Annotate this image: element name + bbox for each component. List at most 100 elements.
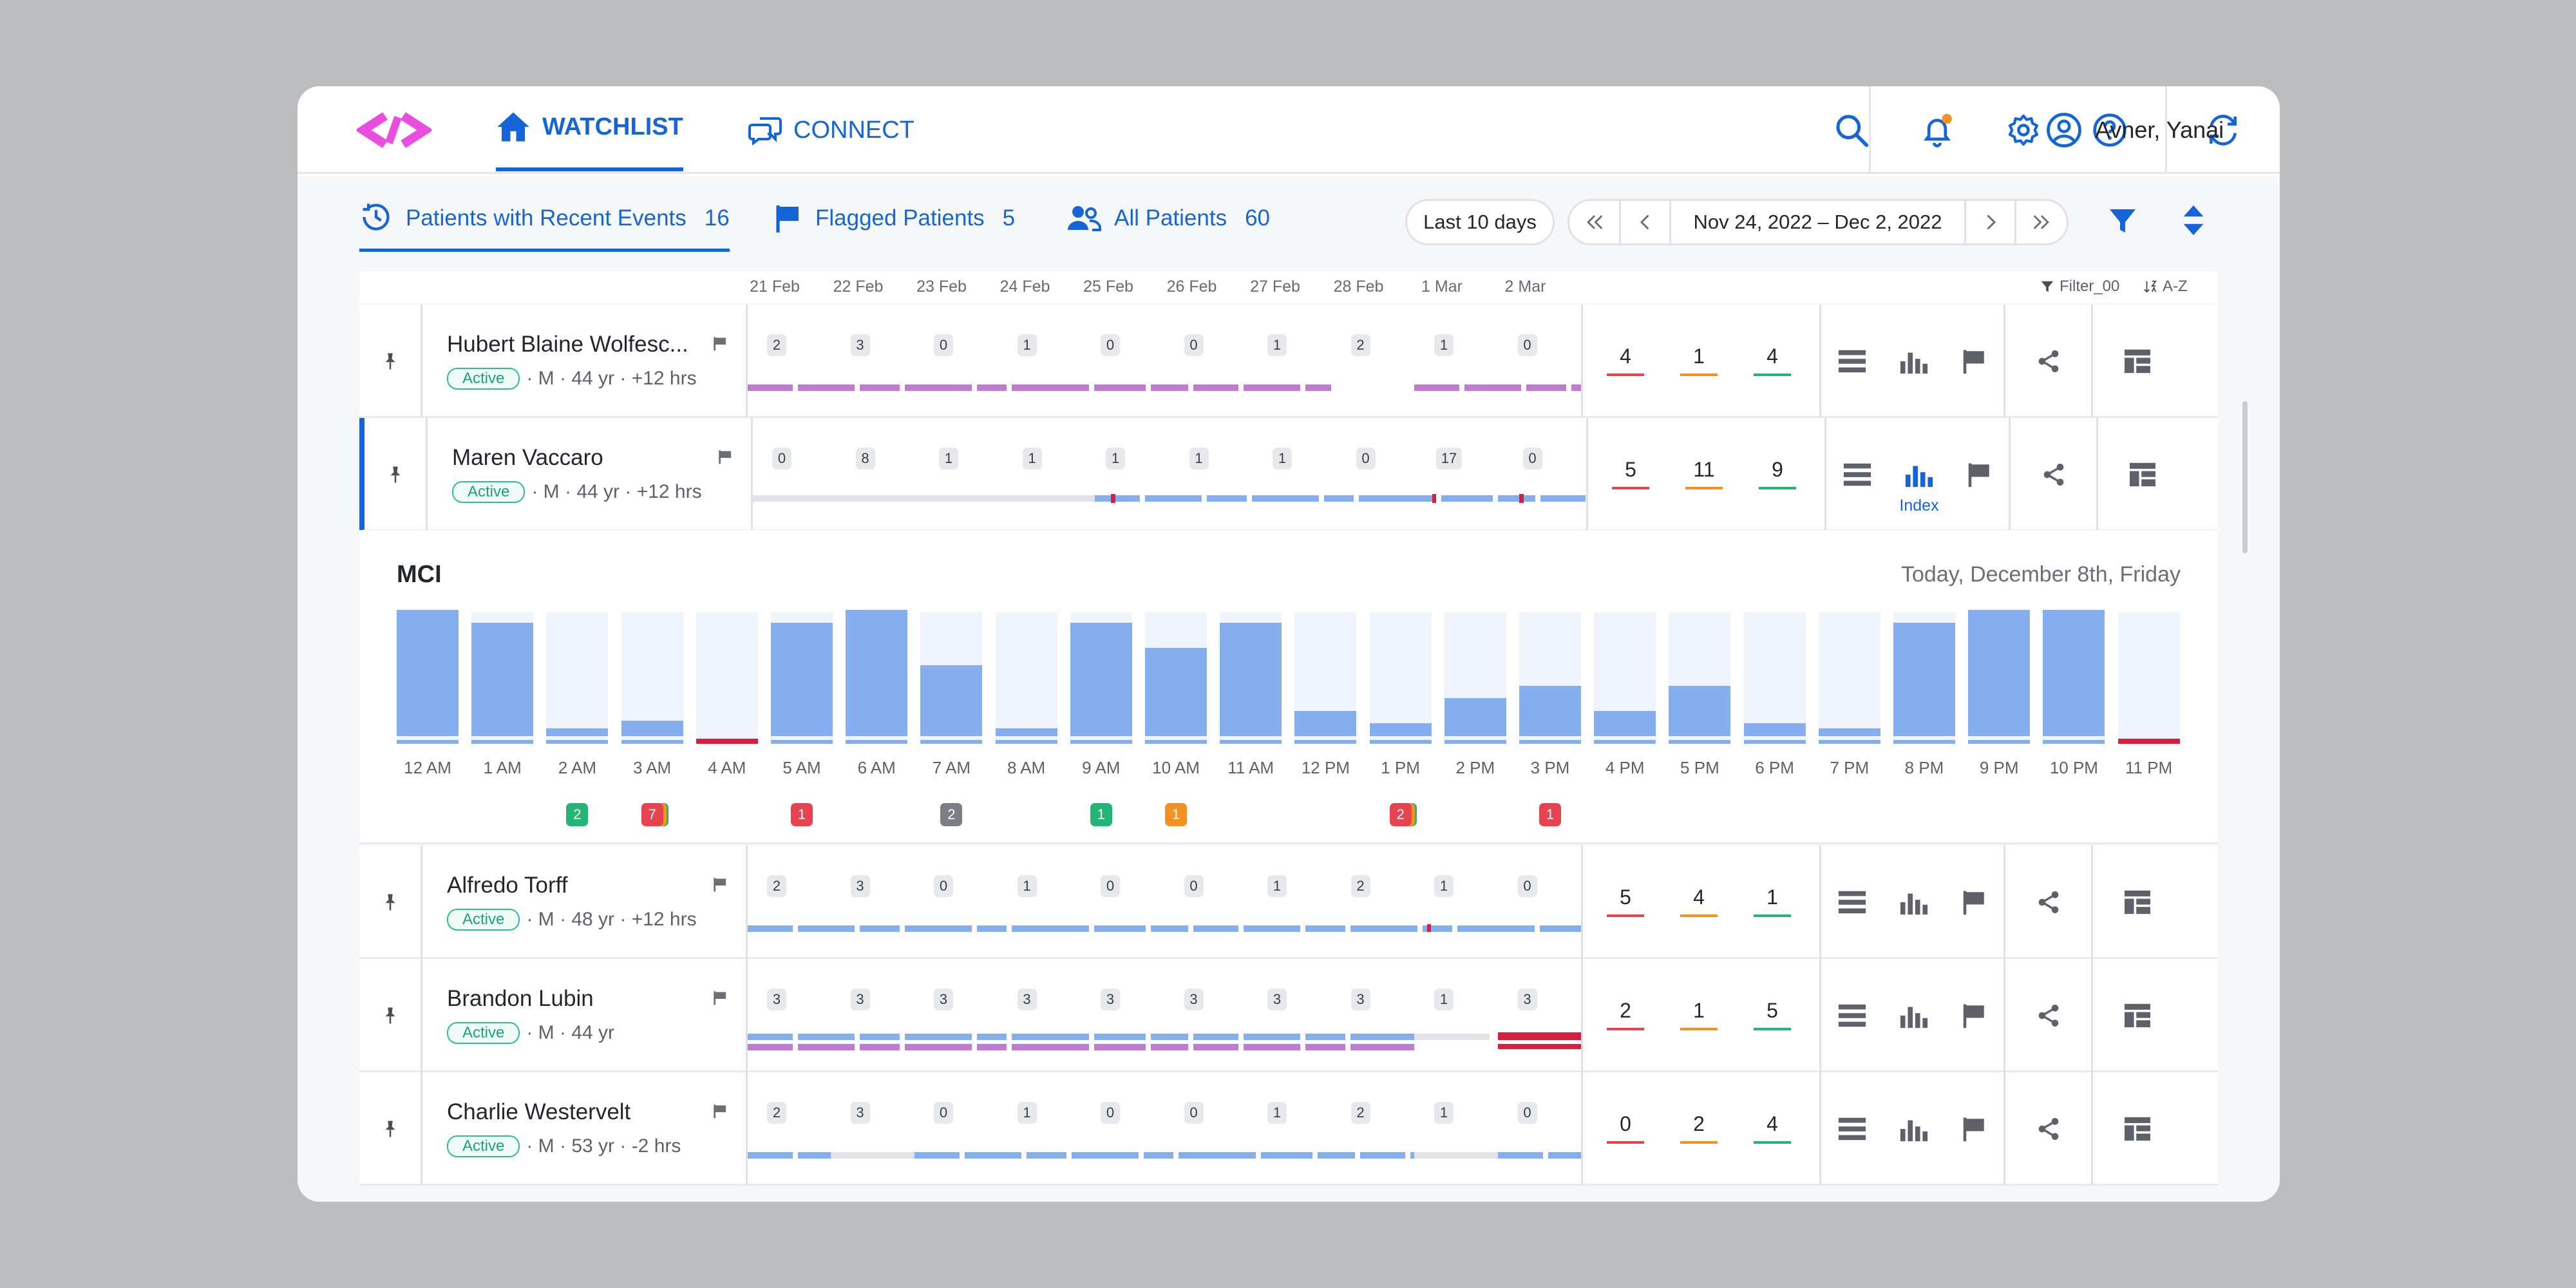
patient-name[interactable]: Charlie Westervelt [447,1099,631,1124]
prev-page-button[interactable] [1621,201,1671,243]
day-event-count[interactable]: 3 [1267,989,1287,1010]
day-event-count[interactable]: 1 [1267,1102,1287,1124]
layout-button[interactable] [2093,959,2182,1072]
hour-bar[interactable] [1369,612,1432,744]
index-chart-button[interactable] [1883,1072,1945,1186]
day-event-count[interactable]: 3 [850,334,870,356]
hour-bar[interactable] [1070,612,1132,744]
event-timeline[interactable]: 3 3 3 3 3 3 3 3 1 3 [746,959,1583,1072]
patient-row[interactable]: Hubert Blaine Wolfesc... Active · M · 44 y… [359,305,2218,418]
day-event-count[interactable]: 1 [1434,989,1454,1010]
day-event-count[interactable]: 1 [1267,334,1287,356]
list-view-button[interactable] [1821,1072,1883,1186]
share-button[interactable] [2011,418,2098,531]
hour-bar[interactable] [920,612,983,744]
day-event-count[interactable]: 1 [1017,1102,1037,1124]
layout-button[interactable] [2093,305,2182,418]
logo-icon[interactable] [355,112,433,151]
day-event-count[interactable]: 3 [934,989,953,1010]
patient-row[interactable]: Alfredo Torff Active · M · 48 yr · +12 hrs… [359,846,2218,959]
hour-bar[interactable] [1220,612,1282,744]
day-event-count[interactable]: 3 [1017,989,1037,1010]
event-badge[interactable]: 1 [1539,803,1561,826]
day-event-count[interactable]: 1 [1267,875,1287,897]
day-event-count[interactable]: 3 [850,1102,870,1124]
day-event-count[interactable]: 0 [1101,334,1120,356]
day-event-count[interactable]: 0 [772,448,791,469]
flag-button[interactable] [1944,959,2005,1072]
flag-toggle-icon[interactable] [712,876,729,898]
hour-bar[interactable] [2043,610,2105,744]
pin-button[interactable] [359,1072,422,1186]
day-event-count[interactable]: 0 [1184,334,1204,356]
day-event-count[interactable]: 1 [939,448,958,469]
flag-toggle-icon[interactable] [712,336,729,357]
day-event-count[interactable]: 0 [934,1102,953,1124]
pin-button[interactable] [359,959,422,1072]
day-event-count[interactable]: 1 [1189,448,1209,469]
pin-button[interactable] [359,305,422,418]
event-badge[interactable]: 2 [1389,803,1412,826]
gear-icon[interactable] [2005,112,2041,151]
hour-bar[interactable] [1594,612,1656,744]
hour-bar[interactable] [1145,612,1207,744]
event-badge[interactable]: 2 [940,803,963,826]
day-event-count[interactable]: 1 [1434,875,1454,897]
day-event-count[interactable]: 3 [1184,989,1204,1010]
help-icon[interactable] [2092,112,2128,151]
patient-row[interactable]: Maren Vaccaro Active · M · 44 yr · +12 hrs… [359,418,2218,531]
day-event-count[interactable]: 0 [934,334,953,356]
hour-bar[interactable] [1519,612,1581,744]
index-chart-button[interactable] [1883,846,1945,959]
next-page-button[interactable] [1966,201,2016,243]
sort-indicator[interactable]: A-Z [2143,278,2188,296]
nav-tab-connect[interactable]: CONNECT [748,109,914,151]
day-event-count[interactable]: 3 [1350,989,1370,1010]
day-event-count[interactable]: 0 [1184,875,1204,897]
flag-button[interactable] [1944,1072,2005,1186]
hour-bar[interactable] [1818,612,1880,744]
event-badge[interactable]: 7 [641,803,663,826]
day-event-count[interactable]: 1 [1106,448,1125,469]
list-view-button[interactable] [1826,418,1888,531]
day-event-count[interactable]: 2 [1350,334,1370,356]
day-event-count[interactable]: 0 [1101,1102,1120,1124]
event-timeline[interactable]: 0 8 1 1 1 1 1 0 17 0 [751,418,1588,531]
bell-icon[interactable] [1919,112,1955,151]
flag-toggle-icon[interactable] [717,449,734,470]
day-event-count[interactable]: 0 [1522,448,1542,469]
hour-bar[interactable] [1968,610,2031,744]
user-menu[interactable]: Avner, Yanai [2046,112,2224,148]
hour-bar[interactable] [1669,612,1731,744]
patient-name[interactable]: Maren Vaccaro [452,445,603,470]
flag-button[interactable] [1949,418,2011,531]
hour-bar[interactable] [1294,612,1357,744]
hour-bar[interactable] [1444,612,1506,744]
day-event-count[interactable]: 1 [1022,448,1042,469]
day-event-count[interactable]: 0 [1184,1102,1204,1124]
day-event-count[interactable]: 0 [1517,875,1537,897]
event-badge[interactable]: 2 [566,803,589,826]
share-button[interactable] [2005,959,2093,1072]
day-event-count[interactable]: 8 [855,448,875,469]
filter-indicator[interactable]: Filter_00 [2040,278,2119,296]
event-timeline[interactable]: 2 3 0 1 0 0 1 2 1 0 [746,1072,1583,1186]
day-event-count[interactable]: 3 [767,989,786,1010]
day-event-count[interactable]: 1 [1434,1102,1454,1124]
tab-recent-events[interactable]: Patients with Recent Events 16 [359,199,730,252]
layout-button[interactable] [2098,418,2187,531]
hour-bar[interactable] [397,610,459,744]
event-timeline[interactable]: 2 3 0 1 0 0 1 2 1 0 [746,305,1583,418]
hour-bar[interactable] [846,610,908,744]
flag-toggle-icon[interactable] [712,1103,729,1124]
day-event-count[interactable]: 1 [1017,875,1037,897]
day-event-count[interactable]: 0 [1517,1102,1537,1124]
list-view-button[interactable] [1821,846,1883,959]
hour-bar[interactable] [471,612,534,744]
patient-row[interactable]: Charlie Westervelt Active · M · 53 yr · -2… [359,1072,2218,1186]
filter-icon[interactable] [2107,205,2138,240]
day-event-count[interactable]: 0 [1101,875,1120,897]
event-timeline[interactable]: 2 3 0 1 0 0 1 2 1 0 [746,846,1583,959]
hour-bar[interactable] [1893,612,1955,744]
hour-bar[interactable] [2117,612,2180,744]
